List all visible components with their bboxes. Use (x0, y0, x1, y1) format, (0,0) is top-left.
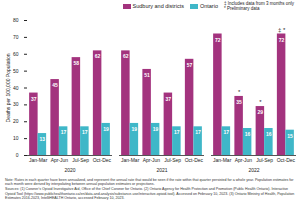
svg-text:45: 45 (52, 82, 58, 88)
svg-text:30: 30 (13, 101, 19, 107)
svg-text:19: 19 (153, 126, 159, 132)
svg-text:72: 72 (279, 37, 285, 43)
svg-text:80: 80 (13, 17, 19, 23)
svg-text:37: 37 (31, 96, 37, 102)
svg-text:19: 19 (103, 126, 109, 132)
svg-text:‡ *: ‡ * (278, 27, 286, 33)
svg-text:58: 58 (74, 60, 80, 66)
html-text:* Preliminary data: * Preliminary data (224, 6, 260, 11)
svg-text:13: 13 (40, 136, 46, 142)
svg-text:70: 70 (13, 34, 19, 40)
svg-text:57: 57 (187, 62, 193, 68)
html-text:‡ Includes data from 3 months: ‡ Includes data from 3 months only (224, 0, 294, 6)
svg-text:Jul-Sep: Jul-Sep (72, 157, 89, 163)
svg-text:Deaths per 100,000 Population: Deaths per 100,000 Population (5, 53, 11, 122)
svg-text:Oct-Dec: Oct-Dec (277, 157, 296, 163)
svg-text:62: 62 (123, 53, 129, 59)
svg-text:50: 50 (13, 68, 19, 74)
svg-text:20: 20 (13, 118, 19, 124)
svg-text:10: 10 (13, 135, 19, 141)
svg-text:Jan-Mar: Jan-Mar (213, 157, 232, 163)
svg-text:17: 17 (195, 129, 201, 135)
html-text:Note: Rates in each quarter ha: Note: Rates in each quarter have been an… (5, 178, 294, 187)
html-text:Sudbury and districts: Sudbury and districts (132, 3, 184, 9)
svg-text:0: 0 (16, 152, 19, 158)
svg-text:40: 40 (13, 85, 19, 91)
svg-text:51: 51 (144, 72, 150, 78)
svg-text:17: 17 (61, 129, 67, 135)
svg-text:2021: 2021 (156, 167, 167, 173)
svg-text:Jul-Sep: Jul-Sep (256, 157, 273, 163)
svg-text:37: 37 (166, 96, 172, 102)
svg-text:Apr-Jun: Apr-Jun (51, 157, 69, 163)
svg-text:Jan-Mar: Jan-Mar (121, 157, 140, 163)
svg-text:*: * (259, 99, 262, 105)
svg-text:19: 19 (132, 126, 138, 132)
svg-text:62: 62 (95, 53, 101, 59)
svg-text:35: 35 (236, 99, 242, 105)
svg-text:Jul-Sep: Jul-Sep (164, 157, 181, 163)
html-text:Ontario: Ontario (199, 3, 218, 9)
svg-text:Oct-Dec: Oct-Dec (185, 157, 204, 163)
svg-text:17: 17 (82, 129, 88, 135)
html-text:Sources: (1) Coroner's Opioid: Sources: (1) Coroner's Opioid Investigat… (5, 187, 295, 201)
svg-text:60: 60 (13, 51, 19, 57)
svg-text:Oct-Dec: Oct-Dec (93, 157, 112, 163)
svg-text:Apr-Jun: Apr-Jun (143, 157, 161, 163)
svg-text:17: 17 (174, 129, 180, 135)
svg-text:2020: 2020 (64, 167, 75, 173)
svg-text:2022: 2022 (248, 167, 259, 173)
svg-text:Jan-Mar: Jan-Mar (29, 157, 48, 163)
svg-text:17: 17 (224, 129, 230, 135)
svg-text:29: 29 (258, 109, 264, 115)
svg-text:Apr-Jun: Apr-Jun (235, 157, 253, 163)
svg-text:16: 16 (245, 131, 251, 137)
svg-text:72: 72 (215, 37, 221, 43)
svg-text:16: 16 (266, 131, 272, 137)
svg-text:15: 15 (287, 133, 293, 139)
svg-text:*: * (238, 89, 241, 95)
